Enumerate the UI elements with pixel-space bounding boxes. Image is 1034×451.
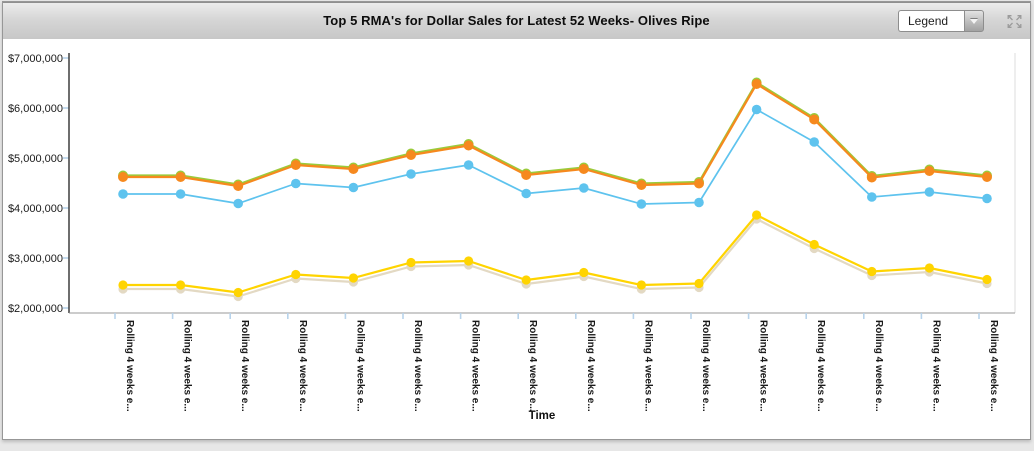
data-point-yellow[interactable] (694, 278, 704, 289)
series-line-cyan (123, 108, 988, 205)
data-point-yellow[interactable] (809, 239, 819, 250)
data-point-yellow[interactable] (176, 280, 186, 290)
data-point-cyan[interactable] (175, 189, 186, 199)
data-point-yellow[interactable] (118, 280, 128, 290)
data-point-cyan[interactable] (809, 137, 819, 147)
x-axis-label: Rolling 4 weeks e... (988, 320, 999, 412)
x-axis-label: Rolling 4 weeks e... (354, 320, 365, 412)
data-point-orange[interactable] (924, 166, 935, 176)
y-axis-label: $4,000,000 (8, 203, 63, 215)
expand-arrows-icon[interactable] (1006, 14, 1023, 34)
data-point-yellow[interactable] (579, 267, 589, 278)
x-axis-label: Rolling 4 weeks e... (930, 320, 941, 412)
x-axis-label: Rolling 4 weeks e... (297, 320, 308, 412)
data-point-cyan[interactable] (348, 182, 359, 193)
data-point-cyan[interactable] (463, 160, 474, 170)
chart-panel: Top 5 RMA's for Dollar Sales for Latest … (2, 1, 1031, 440)
data-point-cyan[interactable] (694, 197, 704, 208)
series-line-orange (123, 82, 988, 188)
y-axis-label: $3,000,000 (8, 253, 63, 265)
y-axis-label: $5,000,000 (8, 153, 63, 165)
x-axis-label: Rolling 4 weeks e... (815, 320, 826, 412)
line-chart-svg: $7,000,000 $6,000,000 $5,000,000 $4,000,000… (8, 53, 1016, 422)
series-line-yellow (123, 213, 988, 294)
data-point-cyan[interactable] (924, 187, 935, 197)
x-axis-label: Rolling 4 weeks e... (585, 320, 596, 412)
data-point-yellow[interactable] (233, 287, 243, 298)
data-point-orange[interactable] (348, 164, 359, 174)
series-line-tan (123, 217, 988, 298)
data-point-orange[interactable] (118, 172, 128, 182)
data-point-orange[interactable] (809, 114, 820, 125)
chart-area: $7,000,000 $6,000,000 $5,000,000 $4,000,000… (3, 39, 1030, 438)
data-point-cyan[interactable] (867, 192, 877, 202)
data-point-orange[interactable] (982, 172, 992, 182)
data-point-orange[interactable] (578, 164, 589, 174)
chart-header: Top 5 RMA's for Dollar Sales for Latest … (3, 2, 1030, 40)
data-point-cyan[interactable] (636, 199, 647, 209)
data-point-yellow[interactable] (521, 275, 531, 285)
legend-dropdown-value[interactable]: Legend (898, 10, 964, 32)
data-point-cyan[interactable] (291, 178, 301, 189)
data-point-orange[interactable] (751, 79, 762, 89)
data-point-yellow[interactable] (924, 263, 935, 273)
data-point-yellow[interactable] (867, 266, 877, 277)
legend-dropdown[interactable]: Legend (898, 10, 984, 32)
data-point-cyan[interactable] (579, 183, 589, 193)
data-point-orange[interactable] (694, 178, 704, 189)
x-axis-label: Rolling 4 weeks e... (412, 320, 423, 412)
data-point-orange[interactable] (866, 172, 877, 183)
x-axis-label: Rolling 4 weeks e... (239, 320, 250, 412)
x-axis-label: Rolling 4 weeks e... (470, 320, 481, 412)
x-axis-title: Time (529, 410, 556, 422)
data-point-yellow[interactable] (406, 257, 416, 268)
data-point-cyan[interactable] (118, 189, 128, 199)
x-axis-label: Rolling 4 weeks e... (700, 320, 711, 412)
data-point-cyan[interactable] (982, 193, 992, 204)
data-point-yellow[interactable] (636, 280, 647, 290)
chart-title: Top 5 RMA's for Dollar Sales for Latest … (323, 13, 710, 28)
data-point-yellow[interactable] (982, 274, 992, 285)
data-point-yellow[interactable] (752, 210, 762, 220)
data-point-orange[interactable] (290, 160, 301, 170)
data-point-orange[interactable] (406, 150, 416, 160)
data-point-cyan[interactable] (751, 104, 762, 115)
series-line-green (123, 81, 988, 186)
y-axis-label: $6,000,000 (8, 103, 63, 115)
chevron-down-icon (970, 18, 978, 24)
x-axis-label: Rolling 4 weeks e... (758, 320, 769, 412)
data-point-cyan[interactable] (521, 188, 531, 199)
x-axis-label: Rolling 4 weeks e... (642, 320, 653, 412)
data-point-yellow[interactable] (291, 269, 301, 280)
data-point-cyan[interactable] (406, 169, 416, 179)
data-point-orange[interactable] (233, 181, 244, 191)
data-point-orange[interactable] (175, 172, 186, 182)
x-axis-label: Rolling 4 weeks e... (124, 320, 135, 412)
legend-dropdown-button[interactable] (964, 10, 984, 32)
data-point-orange[interactable] (521, 170, 532, 180)
data-point-yellow[interactable] (464, 256, 474, 266)
x-axis-label: Rolling 4 weeks e... (873, 320, 884, 412)
data-point-yellow[interactable] (348, 273, 358, 283)
data-point-cyan[interactable] (233, 198, 243, 209)
y-axis-label: $2,000,000 (8, 303, 63, 315)
data-point-orange[interactable] (636, 180, 647, 190)
y-axis-label: $7,000,000 (8, 53, 63, 65)
x-axis-label: Rolling 4 weeks e... (527, 320, 538, 412)
data-point-orange[interactable] (463, 140, 474, 151)
x-axis-label: Rolling 4 weeks e... (182, 320, 193, 412)
